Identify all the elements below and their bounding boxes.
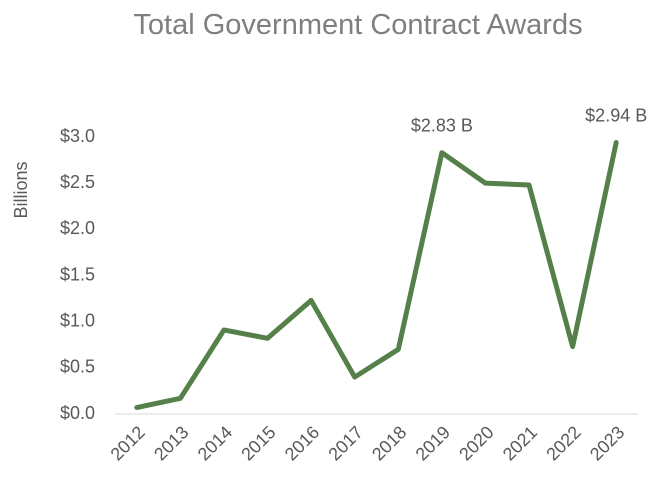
y-tick-label: $3.0 bbox=[60, 126, 95, 146]
y-tick-label: $0.0 bbox=[60, 403, 95, 423]
x-tick-label: 2012 bbox=[107, 422, 149, 464]
y-tick-label: $0.5 bbox=[60, 357, 95, 377]
data-label: $2.83 B bbox=[411, 115, 473, 135]
x-tick-label: 2018 bbox=[368, 422, 410, 464]
x-tick-label: 2019 bbox=[412, 422, 454, 464]
x-tick-label: 2022 bbox=[542, 422, 584, 464]
y-tick-label: $2.5 bbox=[60, 172, 95, 192]
y-axis-label: Billions bbox=[11, 161, 31, 218]
x-tick-label: 2023 bbox=[586, 422, 628, 464]
data-label: $2.94 B bbox=[585, 105, 647, 125]
chart-title: Total Government Contract Awards bbox=[133, 9, 583, 41]
x-tick-label: 2017 bbox=[324, 422, 366, 464]
y-tick-label: $1.5 bbox=[60, 264, 95, 284]
x-tick-label: 2020 bbox=[455, 422, 497, 464]
y-tick-label: $2.0 bbox=[60, 218, 95, 238]
x-tick-label: 2014 bbox=[194, 422, 236, 464]
data-line bbox=[134, 140, 619, 411]
x-tick-label: 2021 bbox=[499, 422, 541, 464]
x-tick-label: 2013 bbox=[150, 422, 192, 464]
x-tick-label: 2015 bbox=[237, 422, 279, 464]
y-tick-label: $1.0 bbox=[60, 310, 95, 330]
x-tick-label: 2016 bbox=[281, 422, 323, 464]
